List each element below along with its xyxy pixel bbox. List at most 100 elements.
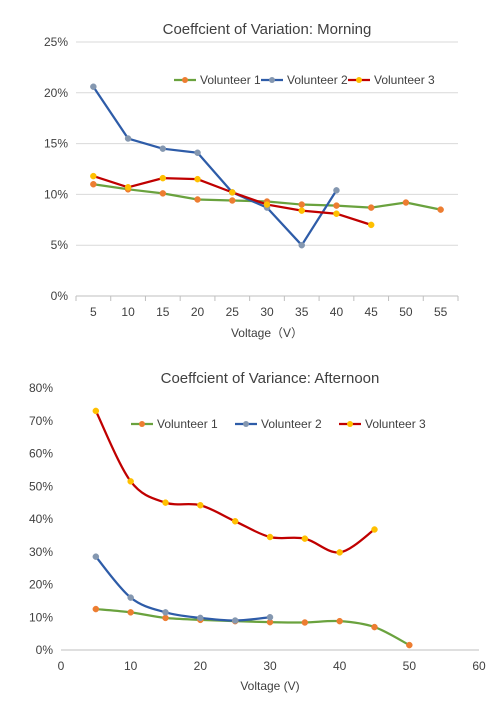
data-point: [127, 609, 134, 616]
data-point: [197, 501, 204, 509]
series-line-3: [94, 410, 376, 554]
y-tick-label: 40%: [29, 512, 53, 526]
x-tick-label: 40: [330, 305, 344, 319]
legend-label: Volunteer 1: [157, 417, 218, 431]
data-point: [333, 187, 340, 194]
data-point: [336, 617, 343, 625]
x-tick-label: 30: [260, 305, 274, 319]
data-point: [159, 190, 167, 197]
data-point: [231, 617, 239, 624]
legend-swatch-marker: [182, 77, 188, 83]
data-point: [159, 145, 167, 152]
data-point: [124, 184, 132, 191]
x-tick-label: 50: [399, 305, 413, 319]
x-tick-label: 30: [263, 659, 277, 673]
y-tick-label: 20%: [29, 578, 53, 592]
data-point: [336, 549, 343, 556]
x-axis-label: Voltage（V）: [231, 326, 303, 340]
data-point: [90, 83, 97, 90]
chart-title: Coeffcient of Variance: Afternoon: [161, 370, 380, 387]
data-point: [194, 149, 201, 156]
x-tick-label: 0: [58, 659, 65, 673]
x-tick-label: 55: [434, 305, 448, 319]
data-point: [124, 135, 132, 142]
data-point: [266, 614, 274, 621]
data-point: [194, 175, 201, 183]
x-tick-label: 25: [226, 305, 240, 319]
y-tick-label: 60%: [29, 447, 53, 461]
y-tick-label: 10%: [29, 610, 53, 624]
data-point: [162, 609, 169, 616]
y-tick-label: 10%: [44, 187, 68, 201]
x-tick-label: 60: [472, 659, 486, 673]
y-tick-label: 20%: [44, 86, 68, 100]
data-point: [333, 202, 340, 209]
y-tick-label: 5%: [51, 238, 69, 252]
data-point: [333, 210, 340, 217]
data-point: [90, 180, 97, 188]
x-tick-label: 15: [156, 305, 170, 319]
data-point: [162, 499, 169, 506]
data-point: [90, 172, 97, 180]
y-tick-label: 0%: [51, 289, 69, 303]
data-point: [406, 641, 413, 649]
data-point: [229, 197, 236, 204]
y-tick-label: 30%: [29, 545, 53, 559]
legend-label: Volunteer 2: [287, 73, 348, 87]
y-tick-label: 70%: [29, 414, 53, 428]
series-line-2: [92, 86, 338, 247]
chart-title: Coeffcient of Variation: Morning: [163, 21, 372, 38]
y-tick-label: 50%: [29, 479, 53, 493]
x-tick-label: 45: [365, 305, 379, 319]
legend-label: Volunteer 3: [374, 73, 435, 87]
legend-label: Volunteer 3: [365, 417, 426, 431]
data-point: [197, 614, 204, 622]
legend-label: Volunteer 2: [261, 417, 322, 431]
data-point: [127, 478, 134, 485]
data-point: [367, 221, 375, 229]
y-tick-label: 80%: [29, 381, 53, 395]
legend-swatch-marker: [139, 421, 145, 427]
data-point: [229, 189, 236, 196]
data-point: [437, 206, 444, 213]
legend-label: Volunteer 1: [200, 73, 261, 87]
morning-chart: Coeffcient of Variation: Morning 0% 5% 10% 1…: [44, 21, 459, 340]
data-point: [231, 518, 239, 525]
x-tick-label: 10: [124, 659, 138, 673]
data-point: [92, 605, 100, 613]
data-point: [301, 619, 309, 626]
data-point: [194, 196, 201, 203]
data-point: [371, 526, 378, 533]
legend-swatch-marker: [269, 77, 275, 83]
legend-swatch-marker: [243, 421, 249, 427]
x-tick-label: 40: [333, 659, 347, 673]
data-point: [266, 533, 274, 541]
series-line-1: [95, 607, 410, 647]
x-tick-label: 10: [121, 305, 135, 319]
x-axis-label: Voltage (V): [240, 679, 299, 693]
x-tick-label: 20: [194, 659, 208, 673]
data-point: [92, 407, 100, 415]
data-point: [92, 553, 100, 560]
data-point: [159, 174, 167, 182]
x-tick-label: 50: [403, 659, 417, 673]
afternoon-chart: Coeffcient of Variance: Afternoon 0% 10% 20…: [29, 370, 486, 693]
data-point: [162, 614, 169, 622]
x-tick-label: 20: [191, 305, 205, 319]
legend-swatch-marker: [347, 421, 353, 427]
y-tick-label: 0%: [36, 643, 54, 657]
y-tick-label: 25%: [44, 35, 68, 49]
data-point: [127, 594, 134, 601]
data-point: [371, 623, 378, 631]
data-point: [402, 199, 410, 206]
y-tick-label: 15%: [44, 137, 68, 151]
x-tick-label: 35: [295, 305, 309, 319]
data-point: [301, 535, 309, 542]
data-point: [298, 207, 305, 214]
data-point: [298, 201, 305, 208]
x-tick-label: 5: [90, 305, 97, 319]
data-point: [263, 201, 271, 208]
data-point: [367, 204, 375, 211]
legend-swatch-marker: [356, 77, 362, 83]
